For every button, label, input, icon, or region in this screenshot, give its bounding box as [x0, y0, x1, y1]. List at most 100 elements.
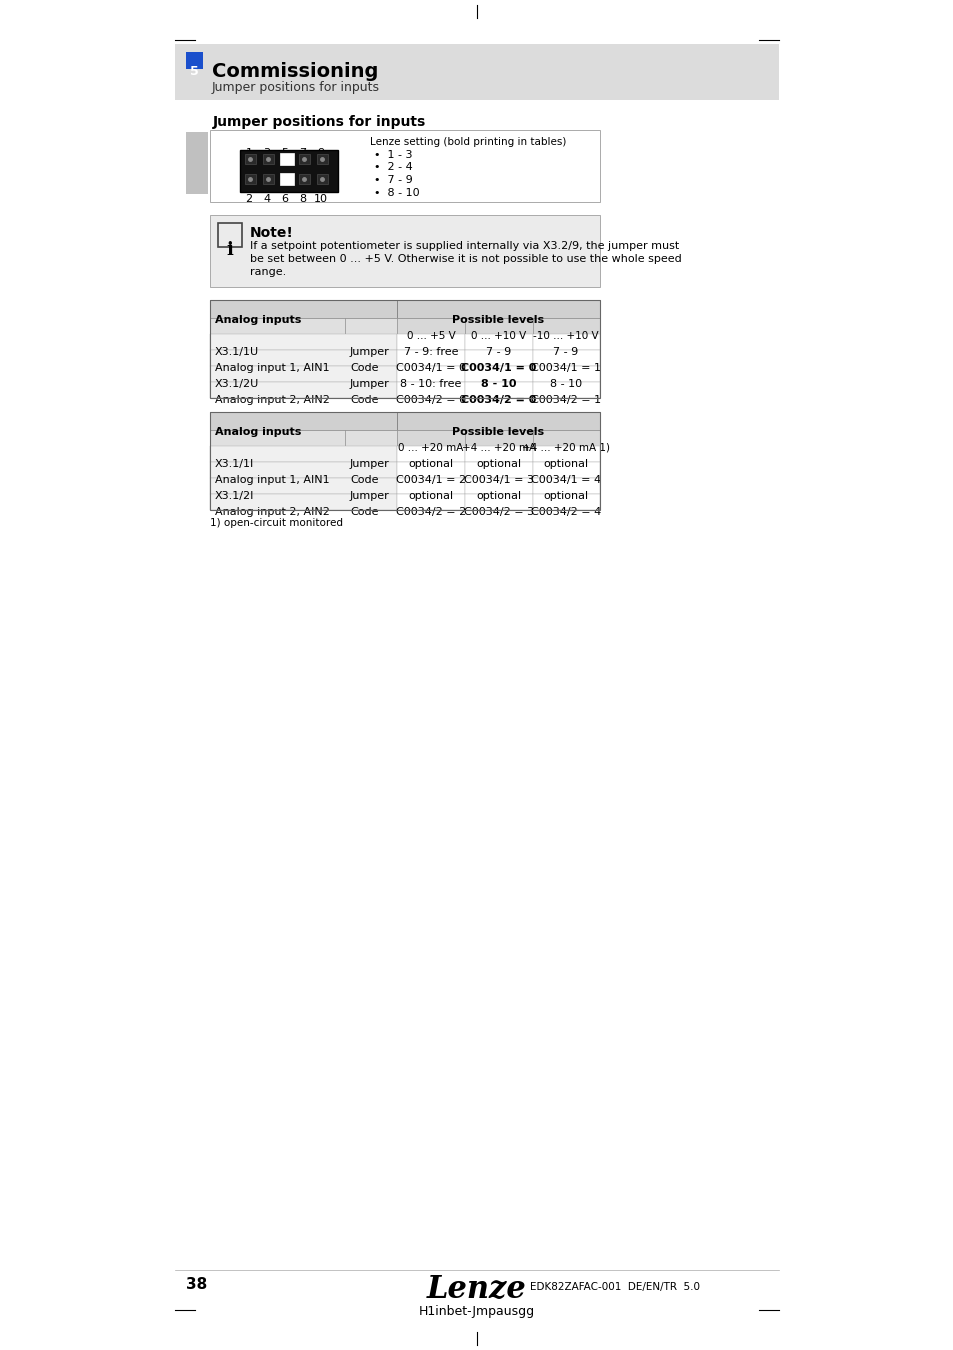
Text: +4 ... +20 mA 1): +4 ... +20 mA 1): [521, 443, 609, 454]
Text: C0034/1 = 2: C0034/1 = 2: [395, 475, 466, 485]
Bar: [210, 215, 599, 288]
Text: Analog input 2, AIN2: Analog input 2, AIN2: [214, 396, 330, 405]
Text: X3.1/1I: X3.1/1I: [214, 459, 254, 468]
Bar: [210, 478, 396, 494]
Text: 8 - 10: free: 8 - 10: free: [400, 379, 461, 389]
Bar: [345, 319, 396, 333]
Text: Analog inputs: Analog inputs: [214, 427, 301, 437]
Text: 7 - 9: free: 7 - 9: free: [403, 347, 457, 356]
Text: 8: 8: [299, 194, 306, 204]
Text: 5: 5: [190, 65, 198, 78]
Text: C0034/2 = 0: C0034/2 = 0: [461, 396, 537, 405]
Text: 0 ... +5 V: 0 ... +5 V: [406, 331, 455, 342]
Bar: [210, 130, 599, 202]
Text: C0034/1 = 1: C0034/1 = 1: [531, 363, 600, 373]
Text: Analog input 2, AIN2: Analog input 2, AIN2: [214, 508, 330, 517]
Bar: [396, 333, 464, 350]
Text: Analog inputs: Analog inputs: [214, 315, 301, 325]
Text: 1) open-circuit monitored: 1) open-circuit monitored: [210, 518, 343, 528]
Text: •  8 - 10: • 8 - 10: [374, 188, 419, 197]
Text: C0034/2 = 1: C0034/2 = 1: [531, 396, 600, 405]
Text: C0034/2 = 2: C0034/2 = 2: [395, 508, 466, 517]
Bar: [210, 382, 396, 398]
Text: 4: 4: [263, 194, 271, 204]
Bar: [533, 462, 599, 478]
Bar: [464, 366, 533, 382]
Text: EDK82ZAFAC-001  DE/EN/TR  5.0: EDK82ZAFAC-001 DE/EN/TR 5.0: [530, 1282, 700, 1292]
Text: 10: 10: [314, 194, 328, 204]
Text: Jumper: Jumper: [350, 379, 390, 389]
Text: Jumper: Jumper: [350, 459, 390, 468]
Text: 0 ... +20 mA: 0 ... +20 mA: [398, 443, 463, 454]
Text: optional: optional: [476, 459, 521, 468]
Text: Jumper positions for inputs: Jumper positions for inputs: [212, 81, 379, 95]
Text: +4 ... +20 mA: +4 ... +20 mA: [461, 443, 536, 454]
Bar: [464, 462, 533, 478]
Text: 6: 6: [281, 194, 288, 204]
Text: -10 ... +10 V: -10 ... +10 V: [533, 331, 598, 342]
Text: 2: 2: [245, 194, 253, 204]
Text: Lenze setting (bold printing in tables): Lenze setting (bold printing in tables): [370, 136, 566, 147]
Bar: [298, 174, 310, 184]
Bar: [464, 319, 533, 333]
Text: be set between 0 ... +5 V. Otherwise it is not possible to use the whole speed: be set between 0 ... +5 V. Otherwise it …: [250, 254, 681, 265]
Text: range.: range.: [250, 267, 286, 277]
Bar: [533, 478, 599, 494]
Bar: [210, 494, 396, 510]
Bar: [210, 431, 345, 446]
Text: C0034/1 = 4: C0034/1 = 4: [531, 475, 600, 485]
Bar: [533, 494, 599, 510]
Bar: [464, 431, 533, 446]
Bar: [533, 333, 599, 350]
Bar: [396, 350, 464, 366]
Bar: [533, 366, 599, 382]
Text: i: i: [226, 242, 233, 259]
Text: 8 - 10: 8 - 10: [549, 379, 581, 389]
Bar: [396, 319, 464, 333]
Text: optional: optional: [543, 491, 588, 501]
Text: 0 ... +10 V: 0 ... +10 V: [471, 331, 526, 342]
Text: 8 - 10: 8 - 10: [480, 379, 517, 389]
Bar: [533, 431, 599, 446]
Bar: [280, 173, 294, 185]
Bar: [210, 350, 396, 366]
Text: •  7 - 9: • 7 - 9: [374, 176, 413, 185]
Text: X3.1/2I: X3.1/2I: [214, 491, 254, 501]
Bar: [316, 154, 328, 163]
Bar: [210, 412, 396, 431]
Bar: [396, 412, 599, 431]
Text: 7: 7: [299, 148, 306, 158]
Text: H1inbet-Jmpausgg: H1inbet-Jmpausgg: [418, 1305, 535, 1318]
Bar: [210, 412, 599, 510]
Text: Code: Code: [350, 508, 378, 517]
Bar: [210, 333, 396, 350]
Bar: [174, 45, 779, 100]
Bar: [396, 478, 464, 494]
Bar: [396, 446, 464, 462]
Text: Jumper: Jumper: [350, 347, 390, 356]
Bar: [533, 382, 599, 398]
Text: optional: optional: [408, 459, 453, 468]
Text: optional: optional: [543, 459, 588, 468]
Text: X3.1/2U: X3.1/2U: [214, 379, 259, 389]
Text: Code: Code: [350, 363, 378, 373]
Text: C0034/2 = 3: C0034/2 = 3: [463, 508, 534, 517]
Text: 1: 1: [245, 148, 253, 158]
Bar: [186, 132, 208, 194]
Text: Lenze: Lenze: [427, 1274, 526, 1305]
Bar: [396, 462, 464, 478]
Bar: [464, 446, 533, 462]
Bar: [210, 300, 599, 398]
Bar: [396, 300, 599, 319]
Bar: [533, 350, 599, 366]
Bar: [396, 382, 464, 398]
Bar: [210, 366, 396, 382]
Text: •  1 - 3: • 1 - 3: [374, 150, 412, 161]
Bar: [396, 431, 464, 446]
Text: X3.1/1U: X3.1/1U: [214, 347, 259, 356]
Text: Possible levels: Possible levels: [452, 315, 543, 325]
Text: Analog input 1, AIN1: Analog input 1, AIN1: [214, 363, 330, 373]
Bar: [316, 174, 328, 184]
Bar: [464, 382, 533, 398]
Bar: [218, 223, 242, 247]
